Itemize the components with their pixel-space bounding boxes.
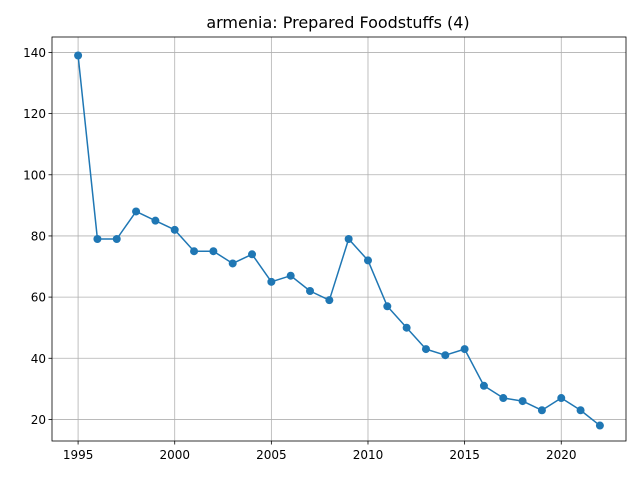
y-tick-label: 80 — [31, 229, 46, 243]
data-point — [248, 250, 257, 259]
axes-frame — [51, 36, 627, 442]
data-point — [383, 302, 392, 311]
x-tick-label: 1995 — [63, 448, 94, 462]
grid — [52, 37, 626, 441]
data-point — [557, 394, 566, 403]
data-point — [132, 207, 141, 216]
data-point — [286, 271, 295, 280]
x-tick-label: 2020 — [546, 448, 577, 462]
chart-title: armenia: Prepared Foodstuffs (4) — [206, 13, 469, 32]
series-line — [77, 55, 601, 427]
x-tick-label: 2005 — [256, 448, 287, 462]
series-layer — [74, 51, 604, 430]
data-point — [363, 256, 372, 265]
data-point — [93, 235, 102, 243]
x-tick-label: 2000 — [159, 448, 190, 462]
data-point — [402, 323, 411, 332]
y-tick-label: 120 — [23, 107, 46, 121]
data-point — [441, 351, 450, 360]
ticks: 1995 2000 2005 2010 2015 20202040608010012014… — [23, 46, 576, 462]
y-tick-label: 140 — [23, 46, 46, 60]
y-tick-label: 20 — [31, 413, 46, 427]
x-tick-label: 2010 — [353, 448, 384, 462]
data-point — [325, 296, 334, 305]
data-point — [151, 216, 160, 225]
data-point — [74, 51, 83, 60]
data-point — [190, 247, 199, 256]
x-tick-label: 2015 — [449, 448, 480, 462]
data-point — [344, 235, 353, 243]
data-point — [479, 381, 488, 390]
data-point — [460, 345, 469, 354]
data-point — [576, 406, 585, 415]
data-point — [112, 235, 121, 243]
data-point — [228, 259, 237, 268]
y-tick-label: 40 — [31, 352, 46, 366]
y-tick-label: 60 — [31, 291, 46, 305]
data-point — [209, 247, 218, 256]
data-point — [267, 277, 276, 286]
y-tick-label: 100 — [23, 168, 46, 182]
data-point — [499, 394, 508, 403]
data-point — [518, 397, 527, 406]
data-point — [170, 225, 179, 234]
data-point — [595, 421, 604, 430]
data-point — [421, 345, 430, 354]
data-point — [306, 286, 315, 295]
data-point — [537, 406, 546, 415]
